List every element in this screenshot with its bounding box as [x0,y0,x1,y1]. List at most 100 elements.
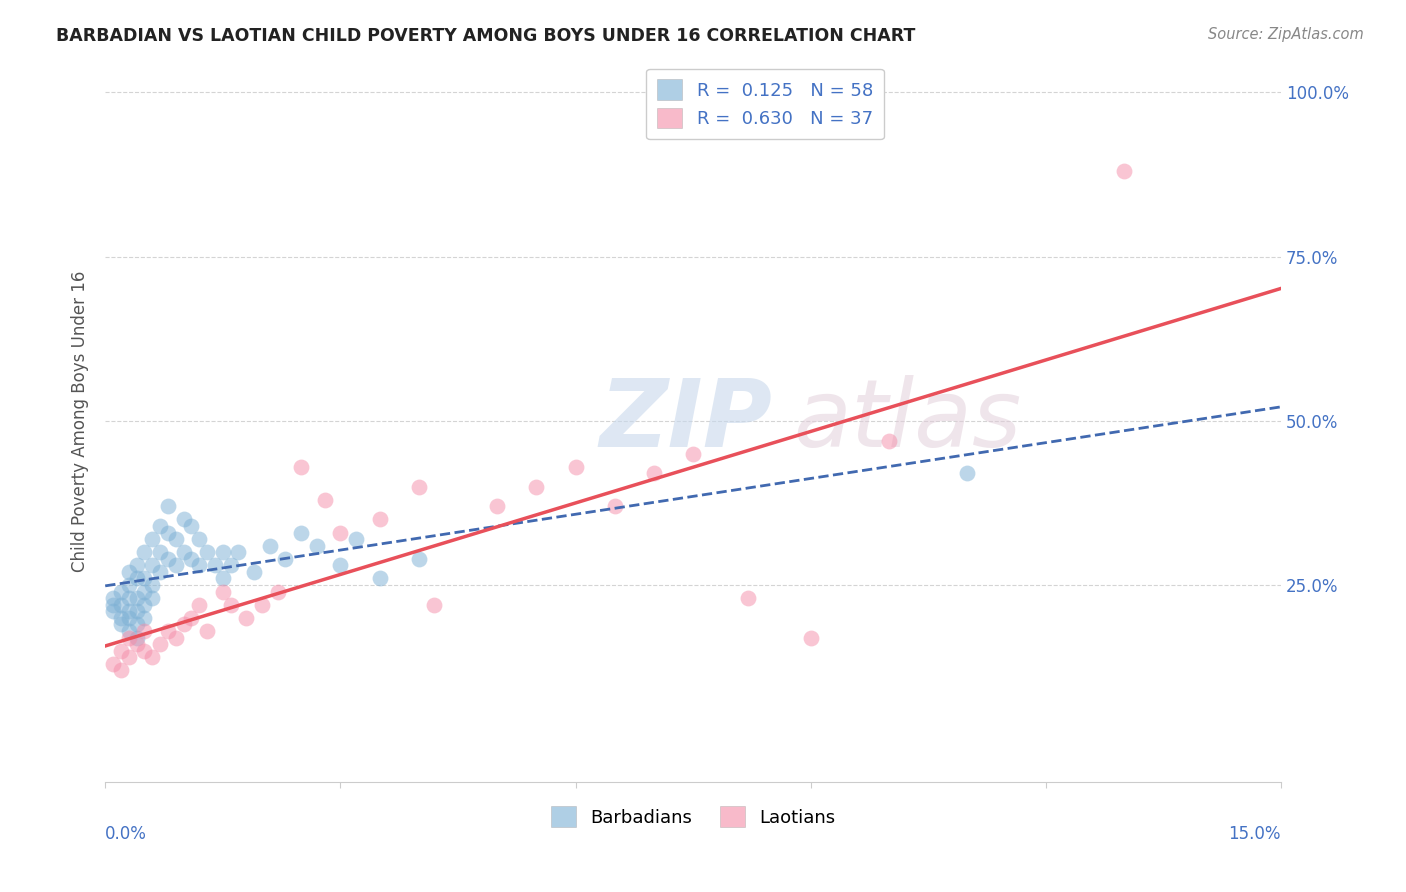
Point [125,558,148,573]
Point [134,624,156,638]
Point [118,631,141,645]
Point [118,650,141,665]
Point [110,598,132,612]
Point [314,492,336,507]
Point [110,664,132,678]
Point [195,624,218,638]
Point [211,572,233,586]
Point [228,545,250,559]
Point [141,558,163,573]
Text: BARBADIAN VS LAOTIAN CHILD POVERTY AMONG BOYS UNDER 16 CORRELATION CHART: BARBADIAN VS LAOTIAN CHILD POVERTY AMONG… [56,27,915,45]
Text: 0.0%: 0.0% [105,825,148,844]
Text: ZIP: ZIP [599,375,772,467]
Point [110,611,132,625]
Point [110,584,132,599]
Point [134,584,156,599]
Point [156,525,179,540]
Point [156,551,179,566]
Point [682,447,704,461]
Point [134,572,156,586]
Point [235,611,257,625]
Point [118,591,141,606]
Point [125,572,148,586]
Point [250,598,273,612]
Point [180,551,202,566]
Point [149,519,172,533]
Point [243,565,266,579]
Point [173,512,195,526]
Point [141,591,163,606]
Point [125,617,148,632]
Point [156,500,179,514]
Point [101,657,124,671]
Point [737,591,759,606]
Point [149,545,172,559]
Point [800,631,823,645]
Point [524,479,547,493]
Point [180,611,202,625]
Point [486,500,509,514]
Point [603,500,626,514]
Point [101,604,124,618]
Point [149,637,172,651]
Point [149,565,172,579]
Point [368,572,391,586]
Point [110,644,132,658]
Point [195,545,218,559]
Point [134,611,156,625]
Point [141,578,163,592]
Point [101,598,124,612]
Point [290,525,312,540]
Legend: Barbadians, Laotians: Barbadians, Laotians [544,799,842,835]
Point [141,650,163,665]
Point [408,479,430,493]
Point [141,532,163,546]
Point [165,532,187,546]
Point [125,591,148,606]
Point [643,467,665,481]
Point [219,598,242,612]
Point [118,578,141,592]
Point [165,631,187,645]
Point [188,558,211,573]
Point [204,558,226,573]
Point [134,598,156,612]
Point [266,584,288,599]
Point [134,644,156,658]
Point [274,551,297,566]
Point [259,539,281,553]
Point [118,565,141,579]
Point [211,545,233,559]
Point [408,551,430,566]
Point [156,624,179,638]
Text: atlas: atlas [793,376,1021,467]
Point [118,624,141,638]
Point [305,539,328,553]
Point [344,532,367,546]
Point [211,584,233,599]
Point [188,598,211,612]
Point [219,558,242,573]
Point [1114,164,1136,178]
Point [125,604,148,618]
Point [329,558,352,573]
Text: 15.0%: 15.0% [1229,825,1281,844]
Point [368,512,391,526]
Point [173,617,195,632]
Point [101,591,124,606]
Point [877,434,900,448]
Point [564,459,586,474]
Point [134,545,156,559]
Point [180,519,202,533]
Point [118,611,141,625]
Point [118,604,141,618]
Point [173,545,195,559]
Y-axis label: Child Poverty Among Boys Under 16: Child Poverty Among Boys Under 16 [72,270,89,572]
Point [290,459,312,474]
Point [165,558,187,573]
Point [423,598,446,612]
Point [956,467,979,481]
Point [188,532,211,546]
Point [329,525,352,540]
Text: Source: ZipAtlas.com: Source: ZipAtlas.com [1208,27,1364,42]
